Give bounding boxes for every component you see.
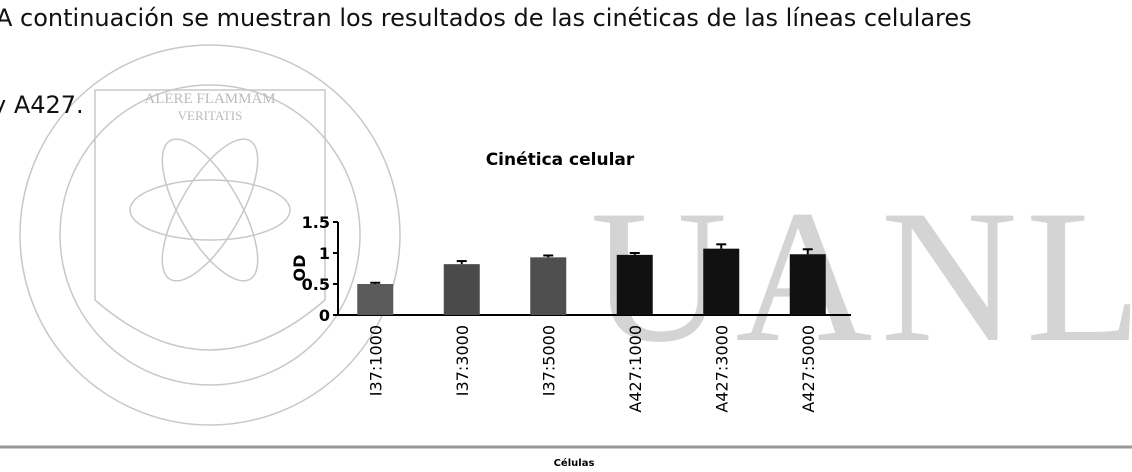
orbit — [129, 179, 291, 241]
paragraph-line: A continuación se muestran los resultado… — [0, 4, 972, 32]
orbit — [161, 138, 259, 282]
x-tick-label: A427:3000 — [712, 325, 731, 413]
y-tick-label: 1.5 — [302, 213, 330, 232]
watermark: ALERE FLAMMAM VERITATIS UANL — [19, 44, 1132, 426]
bar — [789, 254, 826, 315]
bar — [530, 257, 567, 315]
orbit — [161, 138, 259, 282]
y-tick-label: 1 — [319, 244, 330, 263]
paragraph-line: y A427. — [0, 91, 84, 119]
initials: UANL — [590, 172, 1132, 382]
shield — [94, 89, 326, 351]
seal-inner — [59, 84, 361, 386]
motto: ALERE FLAMMAM — [144, 91, 275, 107]
y-tick-label: 0.5 — [302, 275, 330, 294]
x-tick-label: I37:5000 — [539, 325, 558, 396]
chart-title: Cinética celular — [486, 150, 635, 170]
motto: VERITATIS — [178, 108, 243, 123]
bar — [703, 248, 740, 315]
x-axis-label: Células — [554, 457, 595, 469]
x-tick-label: A427:5000 — [799, 325, 818, 413]
y-axis-label: OD — [290, 255, 309, 282]
seal-ring — [19, 44, 401, 426]
y-tick-label: 0 — [319, 306, 330, 325]
x-tick-label: I37:1000 — [366, 325, 385, 396]
bar — [357, 284, 394, 315]
x-tick-label: I37:3000 — [453, 325, 472, 396]
chart: Cinética celular OD Células 0 0.5 1 1.5 I37:… — [290, 150, 851, 469]
bar — [443, 264, 480, 315]
x-tick-label: A427:1000 — [626, 325, 645, 413]
bar — [616, 254, 653, 315]
